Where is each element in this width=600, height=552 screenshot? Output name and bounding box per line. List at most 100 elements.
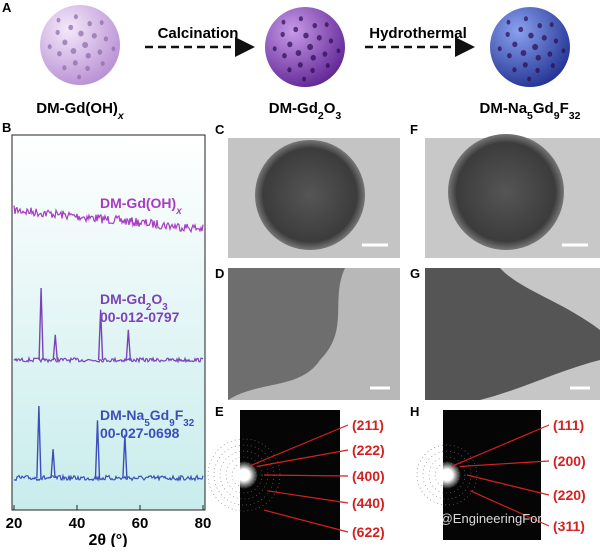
subscript: 3 [162,302,168,313]
x-tick-label: 20 [6,515,23,532]
diffraction-ring [416,444,478,506]
step-label: Calcination [158,25,239,42]
ring-label: (311) [553,518,585,534]
xrd-noise [13,205,204,234]
x-tick-label: 80 [195,515,212,532]
compound-name: DM-Na5Gd9F32 [480,100,581,122]
pore [310,54,316,61]
xrd-peak [38,287,44,361]
name-part: F [175,407,184,423]
pore [535,67,540,73]
pore [328,38,334,44]
pore [512,41,518,48]
xrd-peak [125,329,132,361]
pore [549,22,554,28]
diffraction-ring [207,438,281,512]
xrd-peak [36,405,42,479]
pore [77,74,82,80]
panel-label: F [410,122,418,137]
pore [522,62,528,68]
pore [506,19,511,25]
panel-label: A [2,0,12,15]
pore [47,44,52,50]
pore [287,67,292,73]
pore [302,76,307,82]
subscript: 2 [146,302,152,313]
pore [553,38,559,44]
x-tick-label: 40 [69,515,86,532]
diffraction-ring [422,450,472,500]
pore [97,49,103,55]
layout: A Calcination Hydrothermal [2,0,600,540]
name-part: DM-Gd [100,291,146,307]
pore [103,36,109,42]
step-label: Hydrothermal [369,25,467,42]
xrd-noise [13,356,204,364]
pointer [263,474,349,477]
lattice [425,268,600,400]
pore [99,20,104,26]
plot-area [11,134,206,511]
pointer [451,424,550,467]
xrd-noise [13,473,204,482]
ring-label: (622) [352,524,385,540]
pore [72,60,78,66]
subscript: 32 [569,110,581,122]
pore [312,22,318,29]
sphere [265,7,345,87]
name-part: DM-Na [480,100,528,117]
pore [541,35,547,41]
pore [518,26,524,33]
compound-name: DM-Gd2O3 [269,100,342,122]
panel-label: G [410,266,420,281]
reference-code: 00-027-0698 [100,425,180,441]
diffraction-ring [213,444,275,506]
name-part: Gd [150,407,169,423]
pore [523,16,528,22]
pore [512,67,517,73]
xrd-peak [97,309,104,361]
pore [322,51,328,57]
pore [62,65,67,71]
name-part: DM-Gd [269,100,318,117]
saed-center [230,461,258,489]
name-part: DM-Gd(OH) [36,100,118,117]
diffraction-ring [225,456,263,494]
pore [272,46,277,52]
pointer [470,490,550,527]
subscript: x [117,110,125,122]
pore [293,26,299,33]
pore [537,22,543,29]
ring-label: (400) [352,468,385,484]
pore [281,19,286,25]
pointer [263,509,349,533]
pore [507,53,512,59]
name-part: O [324,100,336,117]
xrd-peak [94,420,101,479]
sphere [490,7,570,87]
pore [547,51,553,57]
panel-label: D [215,266,224,281]
xrd-peak [52,334,58,361]
pore [535,54,541,61]
pore [68,24,74,31]
pointer [459,460,550,468]
ring-label: (200) [553,453,586,469]
pore [528,32,534,39]
legend-entry: DM-Na5Gd9F32 [100,407,195,429]
particle [255,140,365,250]
pore [62,39,68,46]
pointer [267,490,349,504]
name-part: DM-Gd(OH) [100,195,176,211]
pore [100,61,105,67]
pore [282,53,287,59]
pore [82,41,89,49]
pointer [466,474,550,496]
name-part: O [151,291,162,307]
pore [497,46,502,52]
xrd-peak [50,449,56,479]
pore [324,22,329,28]
pore [307,43,314,51]
saed-center [433,461,461,489]
